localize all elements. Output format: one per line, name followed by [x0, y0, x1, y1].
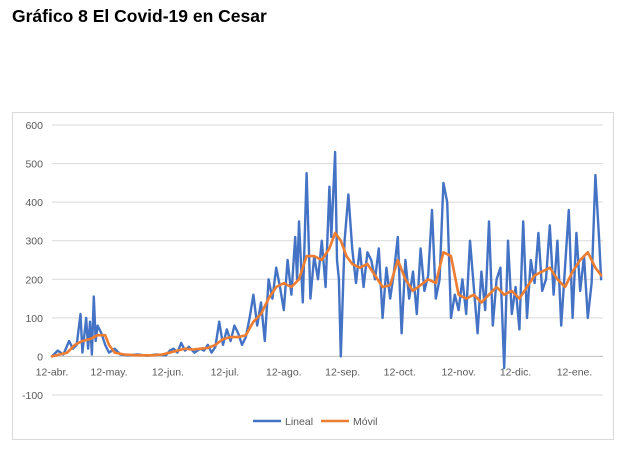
x-tick-label: 12-may.: [90, 366, 127, 378]
y-tick-label: 400: [25, 197, 43, 209]
x-tick-label: 12-jun.: [152, 366, 184, 378]
x-tick-label: 12-ago.: [266, 366, 302, 378]
x-tick-label: 12-jul.: [211, 366, 240, 378]
x-tick-label: 12-dic.: [500, 366, 532, 378]
chart-title: Gráfico 8 El Covid-19 en Cesar: [12, 6, 267, 26]
x-tick-label: 12-sep.: [325, 366, 360, 378]
y-tick-label: 300: [25, 236, 43, 248]
legend-label: Lineal: [285, 416, 313, 428]
series-line-lineal: [50, 150, 603, 370]
y-tick-label: 200: [25, 274, 43, 286]
y-tick-label: 600: [25, 120, 43, 132]
y-axis-tick-labels: -100 0 100 200 300 400 500 600: [22, 120, 43, 402]
y-tick-label: 0: [37, 351, 43, 363]
x-axis-tick-labels: 12-abr. 12-may. 12-jun. 12-jul. 12-ago. 12-se…: [36, 366, 593, 378]
legend-label: Móvil: [353, 416, 378, 428]
legend: Lineal Móvil: [253, 416, 378, 428]
x-tick-label: 12-nov.: [441, 366, 475, 378]
y-tick-label: 100: [25, 313, 43, 325]
y-tick-label: -100: [22, 390, 43, 402]
series-lines: [50, 150, 603, 370]
x-tick-label: 12-oct.: [384, 366, 416, 378]
y-tick-label: 500: [25, 159, 43, 171]
x-tick-label: 12-abr.: [36, 366, 69, 378]
series-line-movil: [50, 231, 603, 358]
x-tick-label: 12-ene.: [557, 366, 593, 378]
